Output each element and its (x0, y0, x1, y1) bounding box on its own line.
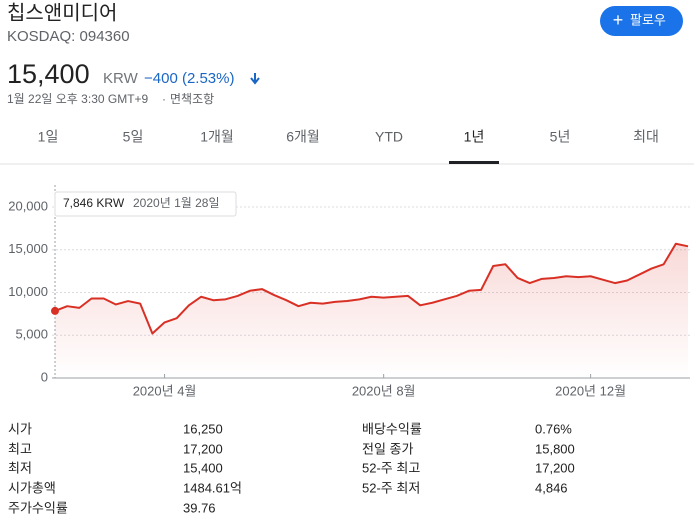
price-line (54, 242, 689, 335)
stat-value: 17,200 (535, 460, 575, 475)
stat-label: 시가 (8, 421, 32, 436)
x-tick-label: 2020년 8월 (352, 383, 416, 398)
stat-value: 15,400 (183, 460, 223, 475)
x-tick-label: 2020년 12월 (555, 383, 626, 398)
follow-button[interactable] (600, 6, 683, 36)
stock-name: 칩스앤미디어 (7, 1, 117, 24)
disclaimer[interactable]: 면책조항 (170, 91, 214, 106)
follow-plus: + (613, 10, 624, 30)
hover-dot (51, 306, 59, 315)
stat-label: 배당수익률 (362, 421, 422, 436)
tab-underline (449, 161, 499, 164)
stat-value: 1484.61억 (183, 480, 242, 495)
ticker: KOSDAQ: 094360 (7, 28, 130, 45)
tab[interactable]: 5년 (550, 129, 571, 145)
tab[interactable]: 최대 (633, 129, 659, 145)
stat-value: 39.76 (183, 500, 216, 515)
stat-value: 16,250 (183, 421, 223, 436)
tooltip-date: 2020년 1월 28일 (133, 196, 220, 210)
tooltip-value: 7,846 KRW (63, 196, 125, 210)
down-arrow (250, 73, 260, 85)
stat-label: 52-주 최고 (362, 460, 420, 475)
y-tick-label: 10,000 (8, 284, 48, 299)
tooltip-box (54, 191, 237, 217)
stat-label: 주가수익률 (8, 500, 68, 515)
tab[interactable]: 5일 (123, 129, 144, 145)
currency: KRW (103, 70, 139, 87)
follow-label[interactable]: 팔로우 (630, 12, 666, 27)
separator: · (162, 92, 166, 106)
chart: 0 5,000 10,000 15,000 20,000 2020년 4월 2020년 8월… (8, 185, 690, 398)
x-tick-label: 2020년 4월 (133, 383, 197, 398)
y-tick-label: 0 (41, 369, 48, 384)
area (55, 243, 688, 378)
stats-table: 시가 16,250 최고 17,200 최저 15,400 시가총액 1484.61억주가수익… (8, 421, 575, 515)
stat-label: 최고 (8, 441, 32, 456)
tab[interactable]: 6개월 (286, 129, 320, 145)
stat-value: 0.76% (535, 421, 572, 436)
stat-label: 최저 (8, 460, 32, 475)
y-tick-label: 5,000 (15, 327, 48, 342)
stat-label: 시가총액 (8, 480, 56, 495)
tab[interactable]: YTD (375, 129, 403, 145)
price: 15,400 (7, 59, 90, 89)
stat-label: 전일 종가 (362, 441, 413, 456)
stat-value: 15,800 (535, 441, 575, 456)
stat-value: 17,200 (183, 441, 223, 456)
stat-label: 52-주 최저 (362, 480, 420, 495)
stat-value: 4,846 (535, 480, 568, 495)
price-change: −400 (2.53%) (144, 70, 234, 87)
tab[interactable]: 1개월 (200, 129, 234, 145)
y-tick-label: 15,000 (8, 241, 48, 256)
tab[interactable]: 1일 (38, 129, 59, 145)
tab-selected[interactable]: 1년 (464, 129, 485, 145)
timestamp: 1월 22일 오후 3:30 GMT+9 (7, 92, 149, 106)
y-tick-label: 20,000 (8, 198, 48, 213)
tabs: 1일 5일 1개월 6개월 YTD 1년 5년 최대 (38, 129, 659, 145)
